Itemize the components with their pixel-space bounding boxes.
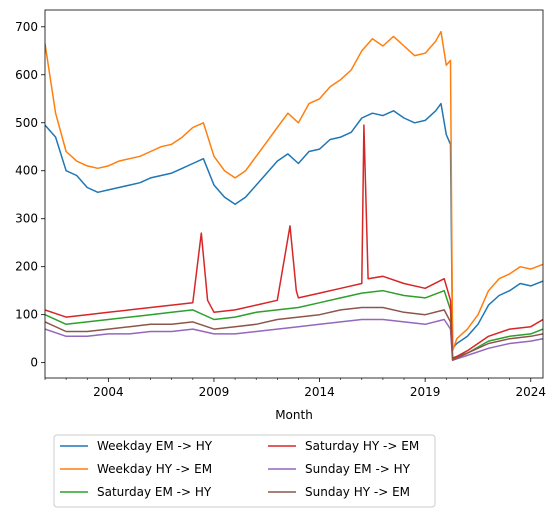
y-tick-label: 100: [15, 308, 38, 322]
legend-label: Sunday EM -> HY: [305, 462, 411, 476]
legend-label: Sunday HY -> EM: [305, 485, 410, 499]
series-line-2: [45, 30, 543, 352]
y-tick-label: 400: [15, 164, 38, 178]
legend-label: Saturday HY -> EM: [305, 439, 419, 453]
plot-lines: [45, 30, 543, 361]
y-axis: 0 100 200 300 400 500 600 700: [15, 20, 45, 370]
x-tick-label: 2019: [410, 385, 441, 399]
y-tick-label: 700: [15, 20, 38, 34]
legend-label: Saturday EM -> HY: [97, 485, 212, 499]
y-tick-label: 600: [15, 68, 38, 82]
series-line-1: [45, 102, 543, 350]
series-line-5: [45, 318, 543, 361]
x-tick-label: 2009: [199, 385, 230, 399]
x-axis-label: Month: [275, 408, 313, 422]
y-tick-label: 500: [15, 116, 38, 130]
plot-frame: [44, 9, 544, 379]
legend: Weekday EM -> HY Weekday HY -> EM Saturday…: [53, 434, 436, 508]
y-tick-label: 0: [30, 356, 38, 370]
x-tick-label: 2014: [304, 385, 335, 399]
y-tick-label: 200: [15, 260, 38, 274]
legend-label: Weekday EM -> HY: [97, 439, 213, 453]
legend-box: [53, 434, 436, 508]
x-tick-label: 2024: [515, 385, 546, 399]
y-tick-label: 300: [15, 212, 38, 226]
series-line-6: [45, 306, 543, 361]
x-axis: 2004 2009 2014 2019 2024: [44, 378, 546, 399]
series-line-3: [45, 289, 543, 359]
x-tick-label: 2004: [93, 385, 124, 399]
legend-label: Weekday HY -> EM: [97, 462, 212, 476]
